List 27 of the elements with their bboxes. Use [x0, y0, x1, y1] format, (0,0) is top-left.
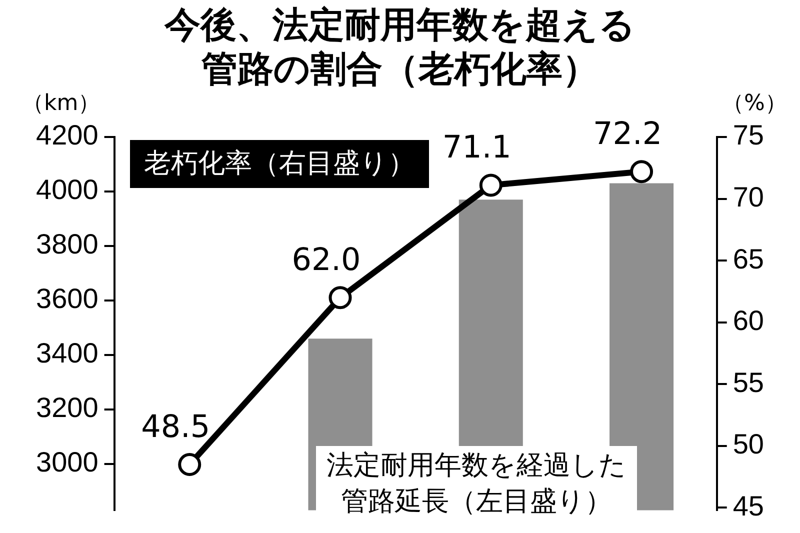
y-tick-label: 3000 — [36, 446, 98, 478]
y-tick-label: 4000 — [36, 174, 98, 206]
series-label: 法定耐用年数を経過した管路延長（左目盛り） — [316, 446, 637, 522]
y2-tick-label: 45 — [732, 490, 764, 522]
y-axis-title: （km） — [22, 90, 100, 118]
y-tick-label: 3200 — [36, 392, 98, 424]
series-label: 老朽化率（右目盛り） — [130, 140, 429, 188]
data-label: 72.2 — [593, 116, 662, 152]
y2-axis-title: （%） — [722, 90, 787, 118]
y-tick-label: 3400 — [36, 338, 98, 369]
y-tick-label: 3800 — [36, 228, 98, 260]
y-tick-label: 4200 — [36, 120, 98, 151]
data-label: 62.0 — [292, 242, 361, 278]
point — [630, 160, 654, 184]
point — [328, 286, 352, 310]
data-label: 48.5 — [141, 409, 210, 446]
data-label: 71.1 — [442, 130, 512, 166]
y2-tick-label: 60 — [732, 305, 764, 336]
point — [479, 174, 502, 197]
y-tick-label: 3600 — [36, 283, 98, 314]
chart-title: 今後、法定耐用年数を超える管路の割合（老朽化率） — [163, 4, 636, 92]
y2-tick-label: 70 — [732, 182, 764, 213]
point — [178, 452, 202, 476]
y2-tick-label: 75 — [732, 120, 764, 151]
y2-tick-label: 55 — [732, 366, 764, 398]
y2-tick-label: 50 — [732, 428, 764, 460]
y2-tick-label: 65 — [732, 243, 764, 274]
